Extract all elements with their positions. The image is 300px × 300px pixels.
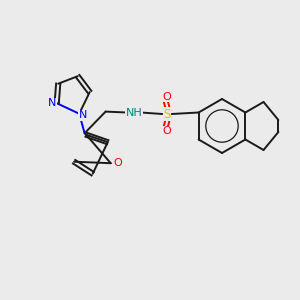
Text: S: S — [164, 107, 171, 121]
Text: NH: NH — [126, 107, 142, 118]
Text: O: O — [163, 92, 172, 102]
Text: O: O — [163, 126, 172, 136]
Text: O: O — [113, 158, 122, 168]
Text: N: N — [48, 98, 57, 108]
Text: N: N — [79, 110, 87, 120]
